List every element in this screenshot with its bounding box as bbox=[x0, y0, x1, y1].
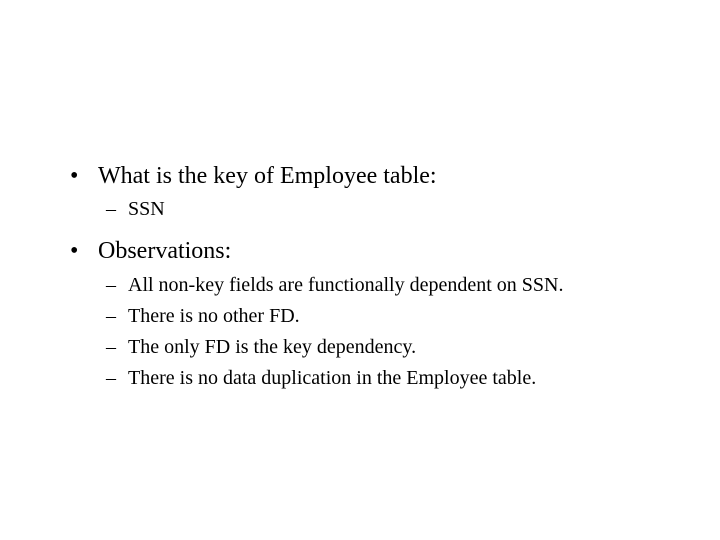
bullet-marker-dash-icon: – bbox=[106, 365, 128, 392]
bullet-text: There is no data duplication in the Empl… bbox=[128, 365, 536, 392]
bullet-level2: – All non-key fields are functionally de… bbox=[106, 272, 670, 299]
bullet-marker-dash-icon: – bbox=[106, 334, 128, 361]
bullet-text: Observations: bbox=[98, 235, 231, 267]
bullet-marker-dot-icon: • bbox=[70, 160, 98, 192]
bullet-marker-dot-icon: • bbox=[70, 235, 98, 267]
bullet-text: SSN bbox=[128, 196, 165, 223]
slide: • What is the key of Employee table: – S… bbox=[0, 0, 720, 540]
bullet-level1: • Observations: bbox=[70, 235, 670, 267]
spacer bbox=[70, 227, 670, 235]
bullet-marker-dash-icon: – bbox=[106, 196, 128, 223]
bullet-marker-dash-icon: – bbox=[106, 272, 128, 299]
bullet-level2: – There is no other FD. bbox=[106, 303, 670, 330]
bullet-level1: • What is the key of Employee table: bbox=[70, 160, 670, 192]
bullet-text: What is the key of Employee table: bbox=[98, 160, 437, 192]
bullet-text: All non-key fields are functionally depe… bbox=[128, 272, 563, 299]
bullet-level2: – SSN bbox=[106, 196, 670, 223]
bullet-text: There is no other FD. bbox=[128, 303, 300, 330]
bullet-level2: – There is no data duplication in the Em… bbox=[106, 365, 670, 392]
bullet-marker-dash-icon: – bbox=[106, 303, 128, 330]
slide-content: • What is the key of Employee table: – S… bbox=[70, 160, 670, 396]
bullet-text: The only FD is the key dependency. bbox=[128, 334, 416, 361]
bullet-level2: – The only FD is the key dependency. bbox=[106, 334, 670, 361]
